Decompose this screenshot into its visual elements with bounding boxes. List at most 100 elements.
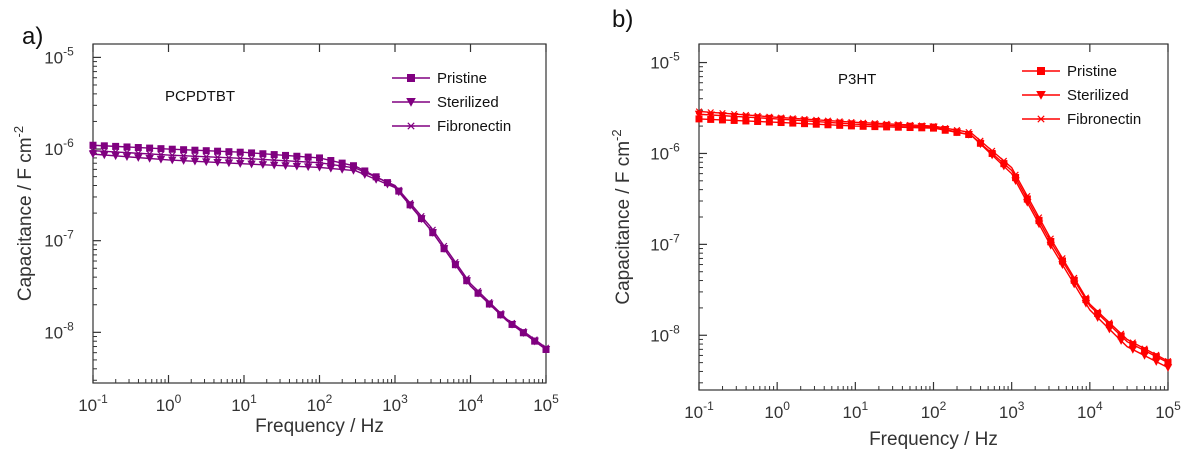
x-tick-label: 101 [231, 392, 257, 415]
data-point-fibronectin [89, 147, 97, 154]
data-point-fibronectin [1012, 171, 1020, 178]
legend-label-fibronectin: Fibronectin [437, 118, 511, 135]
data-point-fibronectin [1070, 274, 1078, 282]
x-tick-label: 104 [1077, 399, 1103, 422]
data-point-fibronectin [1094, 308, 1102, 315]
data-point-sterilized [145, 155, 154, 163]
data-point-pristine [202, 147, 210, 155]
data-point-fibronectin [463, 275, 471, 282]
legend-marker-pristine [407, 74, 415, 82]
data-point-sterilized [1105, 325, 1114, 334]
data-point-sterilized [718, 112, 727, 120]
data-point-sterilized [190, 157, 200, 166]
data-point-sterilized [417, 215, 426, 224]
data-point-fibronectin [988, 147, 996, 155]
data-point-sterilized [315, 163, 324, 172]
series-group-a [88, 141, 551, 354]
data-point-pristine [1152, 353, 1160, 361]
data-point-pristine [349, 162, 357, 170]
data-point-pristine [282, 151, 290, 159]
data-point-fibronectin [1058, 255, 1066, 262]
data-point-sterilized [1140, 352, 1149, 360]
data-point-fibronectin [1117, 330, 1125, 337]
data-point-fibronectin [293, 158, 301, 165]
data-point-fibronectin [976, 137, 984, 144]
y-tick-label: 10-5 [650, 50, 680, 73]
data-point-fibronectin [836, 118, 844, 125]
data-point-fibronectin [259, 156, 267, 163]
data-point-fibronectin [519, 327, 527, 335]
data-point-fibronectin [474, 287, 482, 295]
data-point-fibronectin [361, 168, 369, 176]
data-point-pristine [1105, 321, 1113, 329]
data-point-fibronectin [730, 110, 738, 118]
data-point-sterilized [706, 111, 715, 120]
data-point-fibronectin [918, 122, 926, 129]
data-point-fibronectin [1023, 192, 1031, 200]
data-point-sterilized [1163, 364, 1173, 372]
series-group-b [694, 108, 1173, 372]
data-point-fibronectin [965, 128, 973, 136]
data-point-fibronectin [180, 152, 188, 159]
data-point-fibronectin [202, 153, 210, 160]
data-point-fibronectin [100, 148, 108, 155]
data-point-sterilized [1093, 314, 1102, 322]
data-point-fibronectin [765, 113, 773, 120]
data-point-pristine [707, 115, 715, 123]
data-point-fibronectin [214, 154, 222, 161]
panel-label-b: b) [612, 6, 633, 33]
legend-marker-fibronectin [407, 122, 415, 130]
data-point-fibronectin [225, 154, 233, 161]
data-point-fibronectin [123, 149, 131, 156]
data-point-fibronectin [236, 155, 244, 162]
data-point-fibronectin [1082, 294, 1090, 301]
data-point-pristine [1141, 347, 1149, 355]
data-point-pristine [157, 145, 165, 153]
data-point-pristine [1058, 257, 1066, 265]
y-axis-label-b: Capacitance / F cm-2 [609, 129, 634, 304]
data-point-fibronectin [542, 344, 550, 351]
tick-labels-b: 10-1 100 101 102 103 104 105 10-8 10-7 10-6 10-5 [650, 50, 1181, 422]
series-line-sterilized [92, 153, 547, 351]
data-point-fibronectin [383, 178, 391, 186]
data-point-fibronectin [316, 159, 323, 166]
x-tick-label: 102 [307, 392, 333, 415]
legend-label-pristine: Pristine [1067, 63, 1117, 80]
data-point-fibronectin [327, 161, 335, 168]
data-point-pristine [695, 115, 703, 123]
data-point-fibronectin [349, 164, 357, 171]
x-axis-label-b: Frequency / Hz [869, 429, 998, 450]
x-tick-label: 100 [156, 392, 182, 415]
tick-labels-a: 10-1 100 101 102 103 104 105 10-8 10-7 10-6 10-5 [44, 44, 559, 415]
axis-ticks-b [698, 44, 1169, 390]
data-point-pristine [1117, 332, 1125, 340]
data-point-sterilized [202, 158, 211, 167]
data-point-sterilized [258, 161, 268, 169]
data-point-sterilized [247, 160, 256, 169]
data-point-pristine [214, 147, 222, 155]
axis-ticks-a [92, 44, 547, 383]
data-point-pristine [316, 154, 323, 162]
y-tick-label: 10-8 [44, 319, 74, 342]
x-tick-label: 103 [382, 392, 408, 415]
data-point-pristine [293, 152, 301, 160]
data-point-fibronectin [1164, 357, 1172, 365]
data-point-pristine [100, 142, 108, 150]
data-point-pristine [112, 142, 120, 150]
legend-label-pristine: Pristine [437, 70, 487, 87]
data-point-fibronectin [742, 111, 750, 119]
data-point-pristine [1070, 276, 1078, 284]
y-tick-label: 10-7 [650, 231, 680, 254]
data-point-fibronectin [270, 156, 278, 164]
data-point-fibronectin [157, 151, 165, 158]
x-tick-label: 105 [1155, 399, 1181, 422]
data-point-sterilized [224, 159, 234, 168]
data-point-sterilized [270, 161, 279, 170]
data-point-sterilized [292, 162, 302, 171]
data-point-pristine [327, 157, 335, 165]
legend-label-fibronectin: Fibronectin [1067, 111, 1141, 128]
data-point-fibronectin [953, 126, 961, 134]
data-point-pristine [191, 146, 199, 154]
data-point-fibronectin [191, 153, 199, 160]
data-point-fibronectin [930, 122, 937, 130]
